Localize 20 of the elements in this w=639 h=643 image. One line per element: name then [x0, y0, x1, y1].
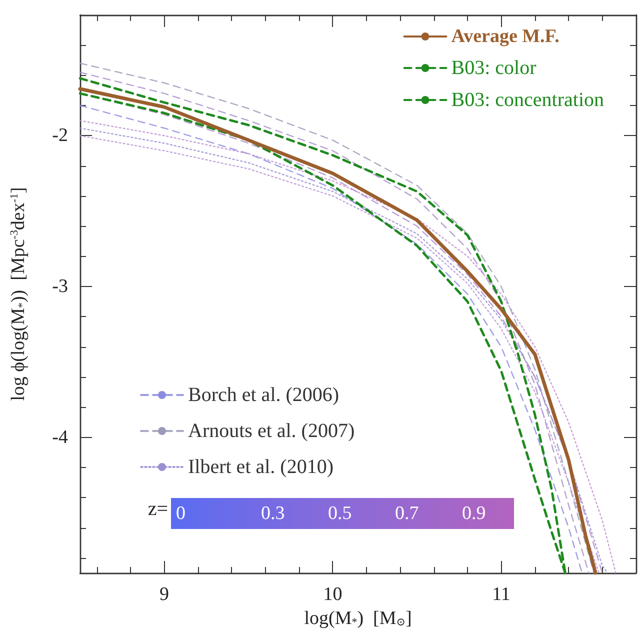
legend-label: B03: color [451, 57, 537, 79]
color-bar-title: z= [146, 498, 168, 522]
legend-label: Ilbert et al. (2010) [188, 456, 334, 478]
y-tick-label: -2 [52, 125, 68, 146]
legend-label: Average M.F. [451, 26, 560, 47]
x-tick-label: 9 [159, 584, 169, 605]
annotation: 0.7 [395, 502, 419, 526]
annotation: 0.9 [462, 502, 486, 526]
annotation: 0.5 [328, 502, 352, 526]
legend-label: Arnouts et al. (2007) [188, 420, 355, 442]
x-axis-title: log(M*) [M⊙] [304, 608, 412, 629]
x-tick-label: 11 [492, 584, 510, 605]
y-axis-title: log ϕ(log(M*)) [Mpc-3dex-1] [8, 187, 29, 401]
annotation: 0 [176, 502, 186, 526]
x-tick-label: 10 [323, 584, 342, 605]
legend-label: B03: concentration [451, 89, 604, 111]
legend-label: Borch et al. (2006) [188, 384, 340, 406]
annotation: 0.3 [261, 502, 285, 526]
y-tick-label: -3 [52, 276, 68, 297]
y-tick-label: -4 [52, 426, 68, 448]
